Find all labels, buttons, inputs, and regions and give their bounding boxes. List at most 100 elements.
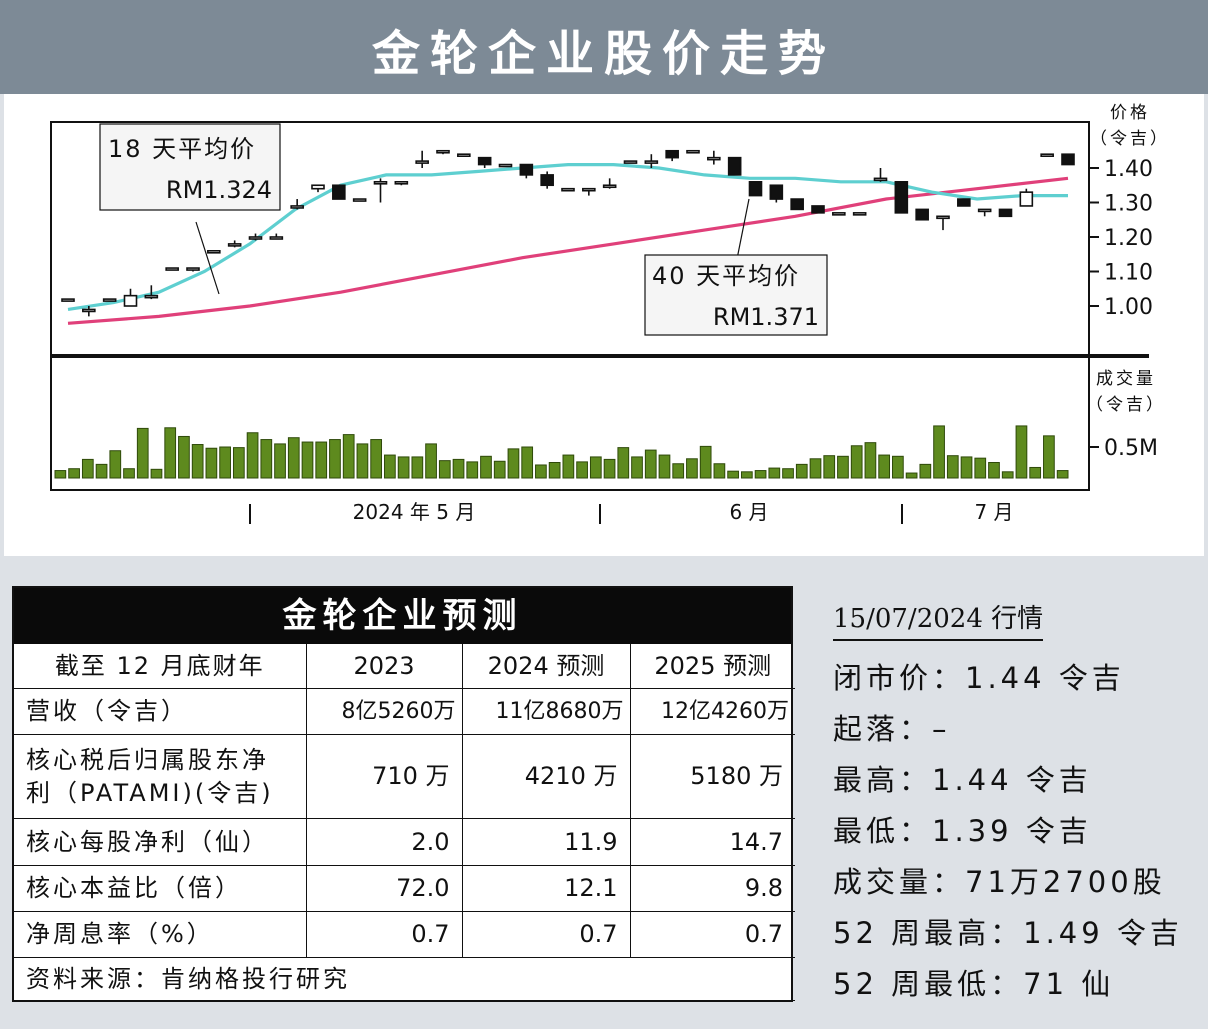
volume-bar [1056,470,1069,479]
row-label: 净周息率（%） [14,911,307,958]
candle-body [123,294,138,307]
volume-tick-label: 0.5M [1104,436,1158,461]
cell: 0.7 [461,911,631,958]
cell: 4210 万 [461,734,631,819]
volume-bar [727,470,739,479]
volume-bar [1015,425,1028,479]
candle-body [915,208,929,221]
cell: 9.8 [629,865,795,912]
candle-body [207,250,221,254]
candle-body [748,181,763,197]
candle-body [394,181,409,185]
row-label: 营收（令吉） [14,688,307,735]
market-date: 15/07/2024 行情 [833,598,1044,641]
volume-bar [617,447,630,479]
volume-bar [809,458,822,479]
table-row: 核心每股净利（仙） 2.0 11.9 14.7 [14,818,795,866]
volume-bar [342,434,355,479]
cell: 8亿5260万 [305,688,463,735]
volume-bar [370,439,383,479]
volume-bar [329,439,341,479]
price-tick-label: 1.40 [1104,157,1153,182]
volume-bar [466,461,479,479]
table-row: 核心本益比（倍） 72.0 12.1 9.8 [14,865,795,912]
volume-bar [713,463,726,479]
candle-body [957,198,971,207]
cell: 72.0 [305,865,463,912]
table-row: 净周息率（%） 0.7 0.7 0.7 [14,911,795,958]
day-high: 最高：1.44 令吉 [833,763,1092,797]
candle-body [498,163,513,168]
market-summary: 15/07/2024 行情 闭市价：1.44 令吉 起落：– 最高：1.44 令… [833,598,1193,1010]
volume-bar [301,441,314,479]
candle-body [540,174,554,187]
price-tick-label: 1.00 [1104,295,1153,320]
ma18-value: RM1.324 [166,176,272,204]
volume-bar [178,435,190,479]
volume-bar [644,449,657,479]
volume-bar [1029,466,1042,479]
forecast-title: 金轮企业预测 [14,588,791,644]
source-row: 资料来源：肯纳格投行研究 [14,957,795,1001]
row-label: 核心税后归属股东净利（PATAMI)(令吉) [14,734,307,819]
candle-body [352,198,367,202]
price-tick-label: 1.20 [1104,226,1153,251]
row-label: 核心本益比（倍） [14,865,307,912]
volume-axis-label-1: 成交量 [1096,369,1156,389]
header-cell: 2024 预测 [461,644,631,689]
volume-bar [699,445,712,479]
volume-bar [658,454,671,479]
candle-body [144,294,159,299]
volume-bar [521,446,534,479]
cell: 2.0 [305,818,463,866]
volume-bar [438,460,451,479]
volume-bar [603,458,616,479]
candle-body [894,181,909,214]
candle-body [1019,191,1034,207]
volume-bar [919,463,932,479]
candle-body [269,236,284,240]
volume-bar [191,444,204,479]
candle-body [790,198,804,211]
volume-bar [905,472,918,479]
price-tick-label: 1.10 [1104,261,1153,286]
volume-bar [109,450,122,479]
candle-body [165,267,179,271]
candle-body [665,149,679,159]
volume-bar [425,443,437,479]
candle-body [248,236,263,240]
candle-body [727,156,742,176]
x-label-jun: 6 月 [729,500,768,524]
volume-bar [850,445,863,479]
chart-panel: 1.40 1.30 1.20 1.10 1.00 0.5M 18 天平均价 RM1.32… [4,94,1204,556]
volume-bar [232,447,245,479]
source-note: 资料来源：肯纳格投行研究 [14,957,795,1001]
candle-body [582,187,596,192]
candle-body [602,184,617,189]
stock-chart: 1.40 1.30 1.20 1.10 1.00 0.5M 18 天平均价 RM1.32… [50,103,1167,524]
candle-body [457,153,471,158]
volume-bar [164,427,177,479]
volume-bar [246,432,259,479]
volume-bar [768,467,781,479]
volume-bar [672,463,685,479]
candle-body [186,267,200,271]
volume-axis-label-2: （令吉） [1086,395,1166,415]
forecast-header-row: 截至 12 月底财年 2023 2024 预测 2025 预测 [14,644,795,689]
week52-low: 52 周最低：71 仙 [833,967,1115,1001]
volume-bar [507,448,520,479]
row-label: 核心每股净利（仙） [14,818,307,866]
volume-bar [589,456,602,479]
candle-body [415,160,429,164]
volume-bar [480,455,492,479]
candle-body [61,298,75,302]
candle-body [373,181,388,185]
price-change: 起落：– [833,712,951,746]
candle-body [873,177,888,182]
volume-bar [782,468,794,479]
volume-bar [562,454,575,479]
volume-bar [411,456,424,479]
volume-bar [837,455,849,479]
candle-body [1040,153,1054,158]
candle-body [998,208,1013,218]
